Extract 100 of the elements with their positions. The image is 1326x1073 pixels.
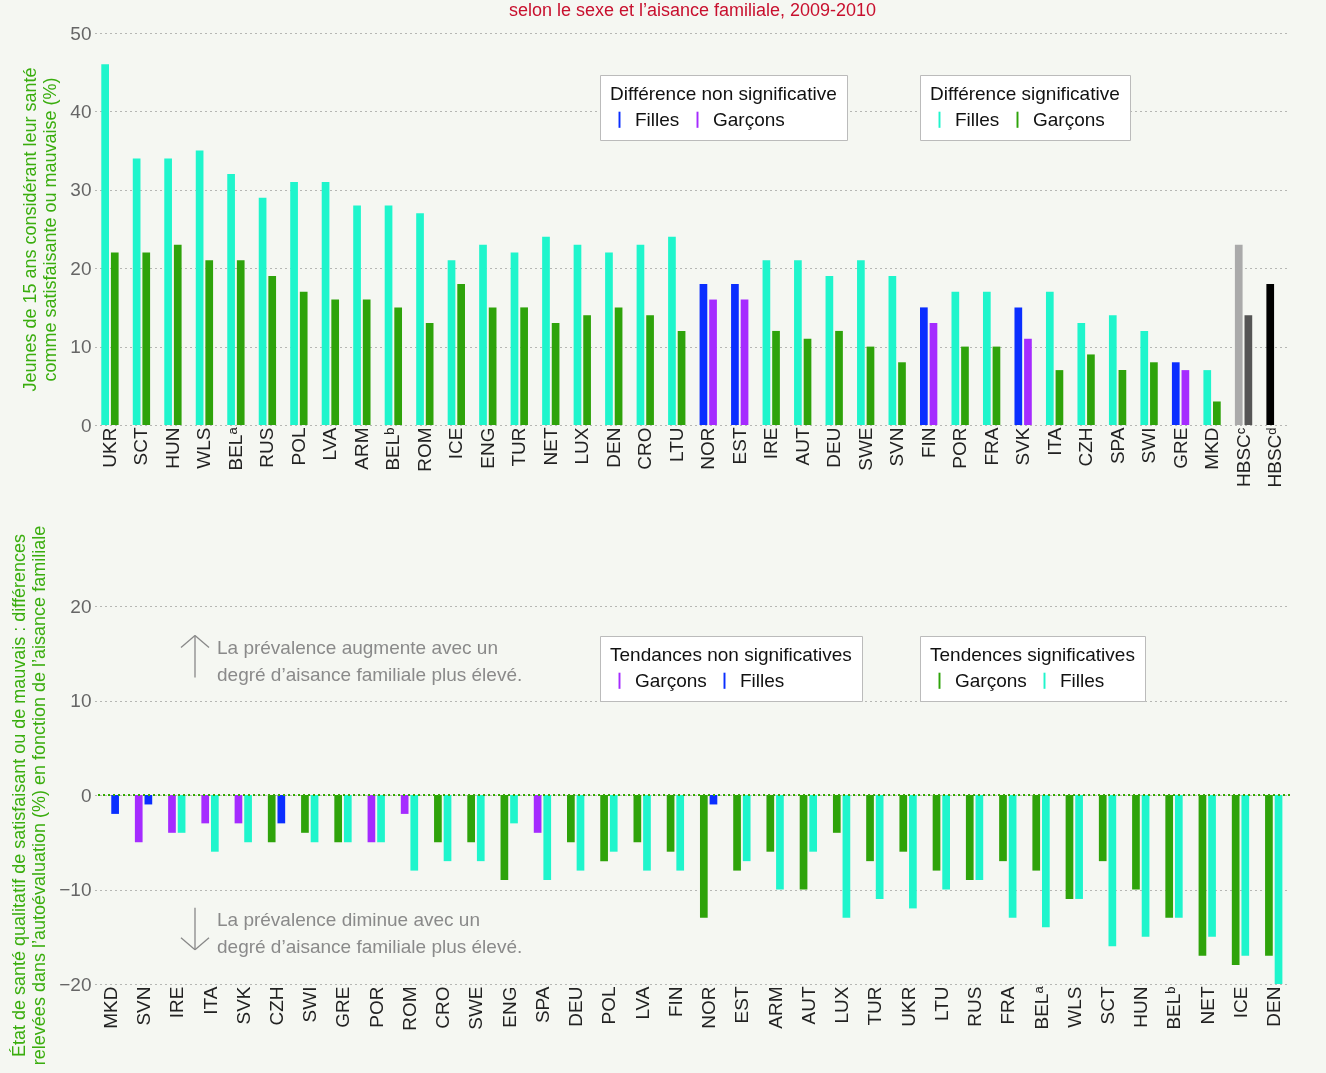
x-tick-label: ROM: [398, 986, 420, 1031]
bar: [583, 315, 591, 425]
legend-label: Garçons: [955, 669, 1027, 691]
x-tick-label: DEU: [565, 986, 587, 1027]
x-tick-label: RUS: [256, 427, 278, 468]
x-tick-label: LUX: [571, 427, 593, 465]
bar: [479, 244, 487, 425]
bar: [573, 244, 582, 425]
x-tick-label: DEU: [823, 427, 845, 468]
bar: [772, 330, 780, 425]
bar: [961, 346, 969, 425]
bar: [299, 291, 308, 425]
bar: [1077, 323, 1086, 425]
x-tick-label: ENG: [476, 427, 498, 469]
bar: [1055, 370, 1064, 425]
x-tick-label: ITA: [1043, 427, 1065, 456]
x-tick-label: WLS: [1063, 986, 1085, 1028]
x-tick-label: SWE: [465, 986, 487, 1030]
bar: [164, 158, 172, 425]
bar: [457, 283, 465, 425]
bar: [384, 205, 393, 425]
bar: [236, 260, 245, 425]
annotation: Tendances non significatives: [610, 644, 852, 665]
annotation: La prévalence diminue avec un: [217, 908, 481, 930]
x-tick-label: SVK: [1012, 427, 1034, 466]
x-tick-label: HBSCᶜ: [1232, 427, 1254, 488]
bar: [227, 174, 235, 425]
bar: [520, 307, 528, 425]
x-tick-label: IRE: [760, 427, 782, 460]
x-tick-label: CRO: [432, 986, 454, 1029]
x-tick-label: SWE: [854, 427, 876, 471]
bar: [1108, 315, 1117, 425]
legend-label: Filles: [635, 108, 680, 130]
bar: [1244, 315, 1253, 425]
x-tick-label: TUR: [864, 986, 886, 1026]
bar: [1213, 401, 1221, 425]
bar: [1140, 330, 1149, 425]
x-tick-label: FIN: [917, 427, 939, 459]
y-tick-label: −10: [59, 879, 92, 900]
bar: [636, 244, 645, 425]
y-tick-label: 20: [70, 257, 92, 279]
bar: [1203, 370, 1212, 425]
bar: [992, 346, 1001, 425]
x-tick-label: SCT: [130, 427, 152, 466]
x-tick-label: WLS: [193, 427, 215, 469]
x-tick-label: POR: [949, 427, 971, 469]
x-tick-label: GRE: [1169, 427, 1191, 469]
bar: [268, 276, 277, 425]
x-tick-label: TUR: [508, 427, 530, 467]
x-tick-label: RUS: [964, 986, 986, 1027]
bar: [290, 181, 298, 425]
bar: [132, 158, 141, 425]
x-tick-label: SPA: [1106, 427, 1128, 465]
annotation: Différence non significative: [610, 83, 837, 104]
bar: [551, 323, 560, 425]
bar: [898, 362, 906, 425]
y-tick-label: 20: [70, 595, 92, 617]
bar: [646, 315, 654, 425]
bar: [762, 260, 771, 425]
bar: [195, 150, 204, 425]
x-tick-label: CRO: [634, 427, 656, 470]
y-tick-label: 40: [70, 100, 92, 122]
bar: [353, 205, 361, 425]
bar: [510, 252, 519, 425]
bar: [982, 291, 991, 425]
bar: [929, 323, 938, 425]
bar: [888, 276, 897, 425]
x-tick-label: HBSCᵈ: [1264, 427, 1286, 488]
x-tick-label: HUN: [1130, 986, 1152, 1028]
bar: [1024, 338, 1032, 425]
x-tick-label: DEN: [1263, 986, 1285, 1027]
x-tick-label: LUX: [831, 986, 853, 1024]
x-tick-label: POR: [365, 986, 387, 1028]
y-axis-title: Jeunes de 15 ans considérant leur santé comme satisfaisante ou mauvaise (%): [20, 67, 61, 392]
bar: [857, 260, 865, 425]
bar: [866, 346, 875, 425]
bar: [731, 283, 739, 425]
x-tick-label: IRE: [166, 986, 188, 1019]
y-tick-label: 0: [80, 784, 92, 806]
legend-label: Garçons: [635, 669, 707, 691]
bar: [1171, 362, 1180, 425]
x-tick-label: NET: [1196, 986, 1218, 1025]
bar: [1234, 244, 1243, 425]
bar: [951, 291, 960, 425]
bar: [362, 299, 371, 425]
x-tick-label: ENG: [498, 986, 520, 1028]
bar: [142, 252, 151, 425]
x-tick-label: ITA: [199, 986, 221, 1015]
bar: [699, 283, 708, 425]
x-tick-label: AUT: [797, 986, 819, 1025]
legend-label: Filles: [955, 108, 1000, 130]
y-tick-label: 10: [70, 336, 92, 358]
x-tick-label: SVK: [232, 986, 254, 1025]
bar: [605, 252, 613, 425]
x-tick-label: ARM: [350, 427, 372, 470]
bar: [1181, 370, 1190, 425]
annotation: Tendences significatives: [930, 644, 1135, 665]
x-tick-label: UKR: [897, 986, 919, 1027]
y-tick-label: 10: [70, 690, 92, 711]
y-tick-label: 0: [80, 414, 92, 436]
